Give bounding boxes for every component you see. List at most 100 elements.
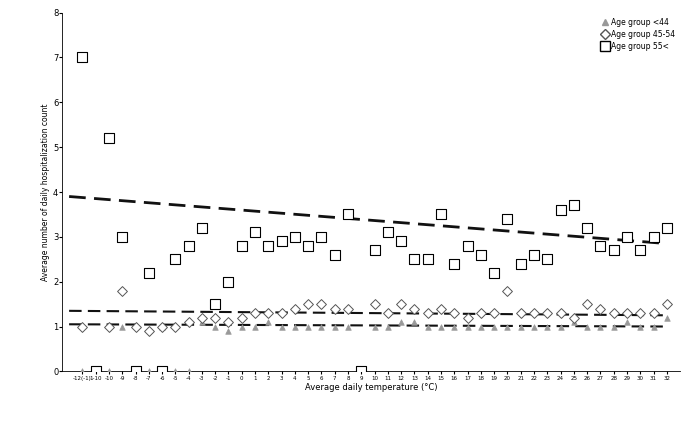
Point [210, 323, 221, 330]
Point [250, 310, 261, 316]
Point [130, 368, 141, 375]
Point [422, 310, 433, 316]
Point [263, 242, 274, 249]
Point [329, 323, 340, 330]
Point [183, 368, 194, 375]
Point [502, 216, 513, 222]
Point [648, 323, 659, 330]
Point [382, 310, 393, 316]
Point [435, 211, 446, 218]
Point [77, 323, 88, 330]
Point [157, 323, 168, 330]
Legend: Age group <44, Age group 45-54, Age group 55<: Age group <44, Age group 45-54, Age grou… [600, 16, 676, 53]
Point [542, 323, 553, 330]
Point [515, 260, 526, 267]
Point [343, 305, 354, 312]
Point [449, 260, 460, 267]
Point [648, 233, 659, 240]
Point [528, 252, 539, 258]
Point [648, 310, 659, 316]
Point [568, 319, 579, 325]
Point [210, 314, 221, 321]
Point [236, 242, 247, 249]
Point [462, 314, 473, 321]
Point [382, 229, 393, 236]
Point [196, 314, 208, 321]
Point [170, 256, 181, 262]
Point [329, 305, 340, 312]
Point [608, 323, 619, 330]
Point [289, 305, 301, 312]
Point [608, 310, 619, 316]
Point [196, 225, 208, 231]
Point [236, 314, 247, 321]
Point [661, 314, 672, 321]
Point [449, 323, 460, 330]
Point [369, 247, 380, 254]
Point [77, 54, 88, 61]
Point [316, 323, 327, 330]
Point [595, 323, 606, 330]
Point [582, 323, 593, 330]
Point [555, 310, 566, 316]
Point [303, 323, 314, 330]
Point [409, 319, 420, 325]
Point [210, 301, 221, 308]
Point [316, 233, 327, 240]
Point [117, 323, 128, 330]
Point [90, 368, 101, 375]
Point [382, 323, 393, 330]
Point [103, 368, 115, 375]
Point [316, 301, 327, 308]
Point [90, 368, 101, 375]
Point [422, 323, 433, 330]
Point [621, 319, 632, 325]
Point [90, 368, 101, 375]
Point [183, 242, 194, 249]
Point [103, 323, 115, 330]
Point [409, 256, 420, 262]
Point [595, 305, 606, 312]
Point [276, 310, 287, 316]
Point [568, 314, 579, 321]
Point [475, 310, 486, 316]
Point [236, 323, 247, 330]
Point [143, 368, 154, 375]
Point [143, 269, 154, 276]
Point [117, 287, 128, 294]
Point [183, 319, 194, 325]
Point [475, 252, 486, 258]
Point [635, 247, 646, 254]
Point [289, 323, 301, 330]
Point [223, 327, 234, 334]
Point [170, 323, 181, 330]
Point [555, 323, 566, 330]
Y-axis label: Average number of daily hospitalization count: Average number of daily hospitalization … [41, 103, 50, 281]
Point [542, 256, 553, 262]
Point [661, 225, 672, 231]
Point [528, 323, 539, 330]
Point [130, 323, 141, 330]
Point [568, 202, 579, 209]
Point [157, 368, 168, 375]
Point [608, 247, 619, 254]
Point [555, 206, 566, 213]
Point [515, 310, 526, 316]
Point [103, 135, 115, 141]
Point [157, 323, 168, 330]
Point [435, 305, 446, 312]
Point [263, 310, 274, 316]
Point [303, 301, 314, 308]
Point [170, 368, 181, 375]
Point [396, 301, 407, 308]
Point [502, 323, 513, 330]
Point [369, 323, 380, 330]
Point [356, 368, 367, 375]
Point [489, 323, 500, 330]
Point [250, 323, 261, 330]
Point [528, 310, 539, 316]
Point [542, 310, 553, 316]
Point [409, 305, 420, 312]
Point [661, 301, 672, 308]
Point [515, 323, 526, 330]
